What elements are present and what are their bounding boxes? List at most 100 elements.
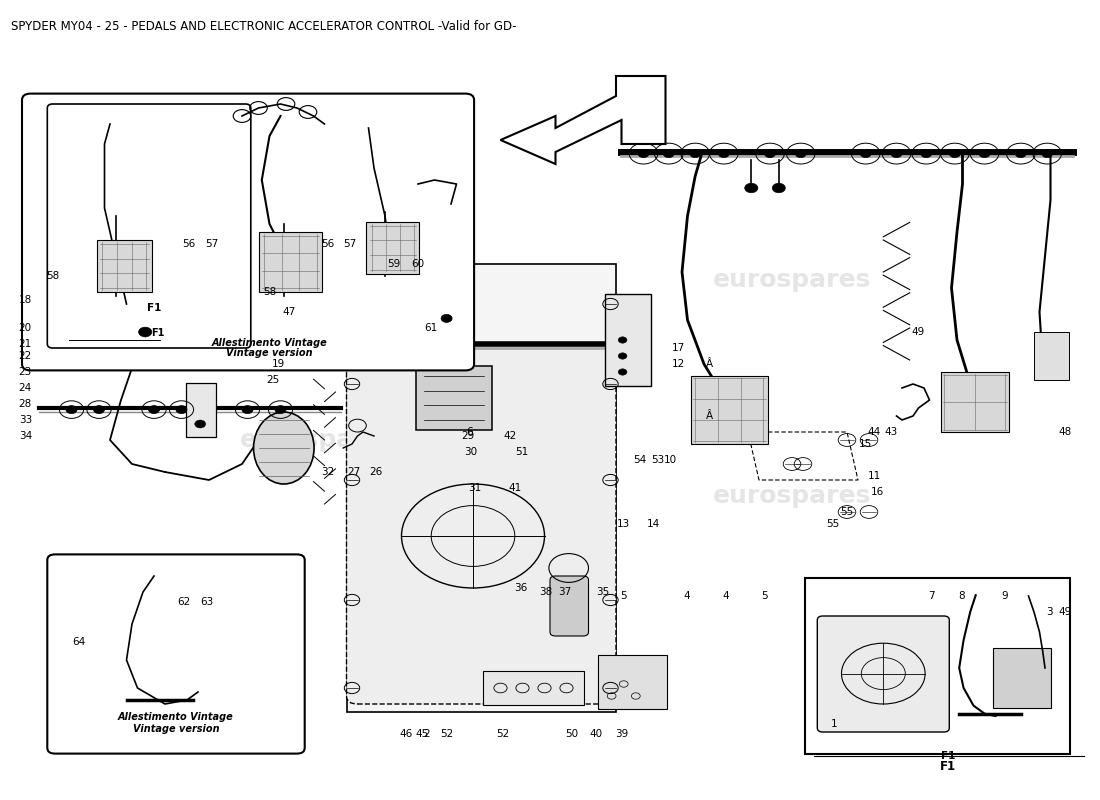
Polygon shape	[500, 76, 666, 164]
Text: 61: 61	[425, 323, 438, 333]
Bar	[97, 240, 152, 292]
Text: 3: 3	[1046, 607, 1053, 617]
Text: Â: Â	[706, 359, 713, 369]
Circle shape	[618, 369, 627, 375]
FancyBboxPatch shape	[47, 554, 305, 754]
Text: 16: 16	[871, 487, 884, 497]
Text: 49: 49	[912, 327, 925, 337]
Text: 38: 38	[539, 587, 552, 597]
Text: 11: 11	[868, 471, 881, 481]
Text: SPYDER MY04 - 25 - PEDALS AND ELECTRONIC ACCELERATOR CONTROL -Valid for GD-: SPYDER MY04 - 25 - PEDALS AND ELECTRONIC…	[11, 20, 517, 33]
Circle shape	[441, 314, 452, 322]
FancyBboxPatch shape	[598, 655, 667, 709]
Text: 37: 37	[558, 587, 571, 597]
Text: 12: 12	[672, 359, 685, 369]
Text: eurospares: eurospares	[713, 484, 871, 508]
Text: 54: 54	[634, 455, 647, 465]
Text: 20: 20	[19, 323, 32, 333]
FancyBboxPatch shape	[346, 344, 616, 704]
Circle shape	[772, 183, 785, 193]
FancyBboxPatch shape	[47, 104, 251, 348]
Text: 42: 42	[504, 431, 517, 441]
Text: 31: 31	[469, 483, 482, 493]
Text: Â: Â	[706, 411, 713, 421]
FancyBboxPatch shape	[805, 578, 1070, 754]
Circle shape	[1042, 150, 1053, 158]
Text: eurospares: eurospares	[240, 212, 398, 236]
Bar	[993, 648, 1050, 708]
Text: 13: 13	[617, 519, 630, 529]
Text: 56: 56	[183, 239, 196, 249]
Text: 5: 5	[761, 591, 768, 601]
Text: 40: 40	[590, 729, 603, 738]
FancyBboxPatch shape	[550, 576, 588, 636]
Text: Allestimento Vintage: Allestimento Vintage	[211, 338, 328, 348]
Text: 9: 9	[1001, 591, 1008, 601]
FancyBboxPatch shape	[22, 94, 474, 370]
Text: 35: 35	[596, 587, 609, 597]
Circle shape	[891, 150, 902, 158]
Text: 17: 17	[672, 343, 685, 353]
Text: 24: 24	[19, 383, 32, 393]
FancyBboxPatch shape	[346, 264, 616, 712]
Text: 2: 2	[424, 729, 430, 738]
Text: Allestimento Vintage: Allestimento Vintage	[118, 712, 234, 722]
Circle shape	[745, 183, 758, 193]
Circle shape	[618, 337, 627, 343]
Circle shape	[176, 406, 187, 414]
Bar	[691, 376, 768, 444]
Circle shape	[718, 150, 729, 158]
Bar	[366, 222, 419, 274]
Text: 55: 55	[826, 519, 839, 529]
Text: 47: 47	[283, 307, 296, 317]
Circle shape	[275, 406, 286, 414]
Text: 5: 5	[620, 591, 627, 601]
Text: 56: 56	[321, 239, 334, 249]
Text: 46: 46	[399, 729, 412, 738]
Text: 8: 8	[958, 591, 965, 601]
Circle shape	[860, 150, 871, 158]
Text: 15: 15	[859, 439, 872, 449]
Text: 45: 45	[416, 729, 429, 738]
FancyBboxPatch shape	[186, 383, 216, 437]
Circle shape	[638, 150, 649, 158]
Text: 49: 49	[1058, 607, 1071, 617]
Text: Vintage version: Vintage version	[227, 349, 312, 358]
Text: 59: 59	[387, 259, 400, 269]
Text: 53: 53	[651, 455, 664, 465]
Text: 28: 28	[19, 399, 32, 409]
Circle shape	[795, 150, 806, 158]
Text: 18: 18	[19, 295, 32, 305]
Text: 1: 1	[830, 719, 837, 729]
Circle shape	[1015, 150, 1026, 158]
Circle shape	[764, 150, 776, 158]
Bar	[1034, 332, 1069, 380]
Text: 22: 22	[19, 351, 32, 361]
Circle shape	[66, 406, 77, 414]
FancyBboxPatch shape	[416, 366, 492, 430]
Text: Vintage version: Vintage version	[133, 723, 219, 734]
Text: 48: 48	[1058, 427, 1071, 437]
Circle shape	[139, 327, 152, 337]
Text: 58: 58	[263, 287, 276, 297]
Text: 63: 63	[200, 597, 213, 606]
Text: F1: F1	[151, 328, 164, 338]
Text: 64: 64	[73, 637, 86, 646]
Text: eurospares: eurospares	[240, 428, 398, 452]
Text: 26: 26	[370, 467, 383, 477]
Text: 51: 51	[515, 447, 528, 457]
Text: 29: 29	[461, 431, 474, 441]
Text: 60: 60	[411, 259, 425, 269]
Text: 14: 14	[647, 519, 660, 529]
Bar	[258, 232, 322, 292]
Circle shape	[94, 406, 104, 414]
Text: eurospares: eurospares	[713, 268, 871, 292]
Text: 19: 19	[272, 359, 285, 369]
Text: 57: 57	[206, 239, 219, 249]
Text: 4: 4	[723, 591, 729, 601]
Text: 36: 36	[514, 583, 527, 593]
Text: 25: 25	[266, 375, 279, 385]
Text: 21: 21	[19, 339, 32, 349]
Text: 41: 41	[508, 483, 521, 493]
Circle shape	[949, 150, 960, 158]
